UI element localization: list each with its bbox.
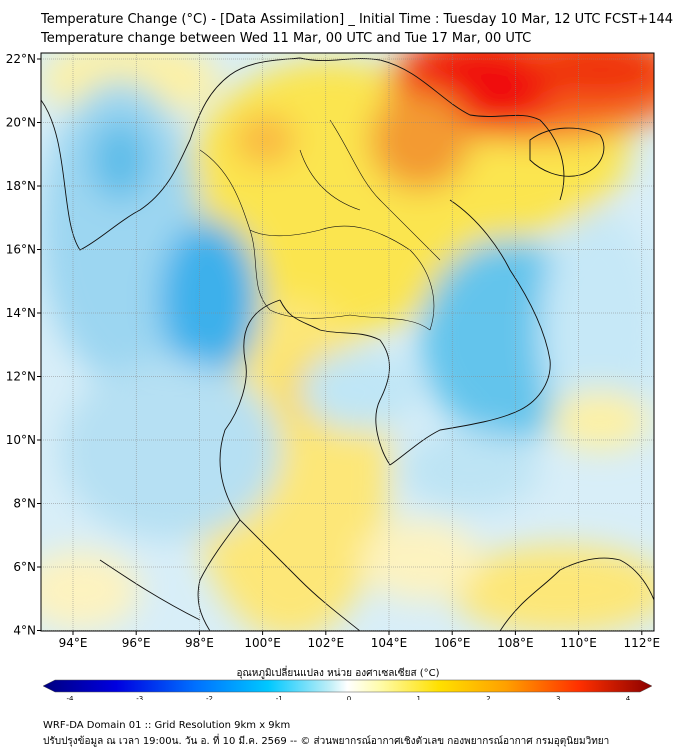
lat-tick-label: 22°N xyxy=(6,52,36,66)
lat-ticks: 22°N 20°N 18°N 16°N 14°N 12°N 10°N 8°N 6°N 4°N xyxy=(6,52,41,638)
colorbar-tick-label: -3 xyxy=(136,695,143,700)
lat-tick-label: 12°N xyxy=(6,370,36,384)
lon-tick-label: 106°E xyxy=(434,636,471,650)
lon-tick-label: 110°E xyxy=(560,636,597,650)
lat-tick-label: 4°N xyxy=(13,624,36,638)
footer-line-1: WRF-DA Domain 01 :: Grid Resolution 9km … xyxy=(43,720,291,731)
footer-line-2: ปรับปรุงข้อมูล ณ เวลา 19:00น. วัน อ. ที่… xyxy=(43,736,610,747)
lat-tick-label: 18°N xyxy=(6,179,36,193)
gridlines xyxy=(41,53,654,631)
lat-tick-label: 8°N xyxy=(13,497,36,511)
colorbar-tick-label: -1 xyxy=(276,695,283,700)
lat-tick-label: 20°N xyxy=(6,116,36,130)
lon-ticks: 94°E 96°E 98°E 100°E 102°E 104°E 106°E 108°E 110… xyxy=(59,631,660,650)
borders xyxy=(199,119,441,331)
lon-tick-label: 108°E xyxy=(497,636,534,650)
coastlines xyxy=(41,57,654,631)
lat-tick-label: 6°N xyxy=(13,560,36,574)
lon-tick-label: 104°E xyxy=(371,636,408,650)
lon-tick-label: 100°E xyxy=(244,636,281,650)
lon-tick-label: 96°E xyxy=(122,636,151,650)
colorbar-tick-label: 4 xyxy=(626,695,631,700)
colorbar-tick-label: 2 xyxy=(486,695,490,700)
lat-tick-label: 16°N xyxy=(6,243,36,257)
title-line-1: Temperature Change (°C) - [Data Assimila… xyxy=(41,12,674,27)
lon-tick-label: 112°E xyxy=(624,636,661,650)
colorbar-ticks: -4 -3 -2 -1 0 1 2 3 4 xyxy=(67,695,631,700)
temperature-map: 94°E 96°E 98°E 100°E 102°E 104°E 106°E 108°E 110… xyxy=(6,52,660,700)
lat-tick-label: 10°N xyxy=(6,433,36,447)
colorbar-tick-label: 0 xyxy=(347,695,351,700)
map-frame xyxy=(40,52,655,632)
colorbar xyxy=(42,679,653,693)
title-line-2: Temperature change between Wed 11 Mar, 0… xyxy=(41,31,532,46)
colorbar-title: อุณหภูมิเปลี่ยนแปลง หน่วย องศาเซลเซียส (… xyxy=(236,668,440,679)
lon-tick-label: 98°E xyxy=(185,636,214,650)
colorbar-tick-label: -4 xyxy=(67,695,75,700)
colorbar-tick-label: 1 xyxy=(417,695,421,700)
temperature-field xyxy=(41,53,654,631)
lat-tick-label: 14°N xyxy=(6,306,36,320)
colorbar-tick-label: 3 xyxy=(556,695,560,700)
lon-tick-label: 94°E xyxy=(59,636,88,650)
colorbar-tick-label: -2 xyxy=(206,695,213,700)
lon-tick-label: 102°E xyxy=(308,636,345,650)
